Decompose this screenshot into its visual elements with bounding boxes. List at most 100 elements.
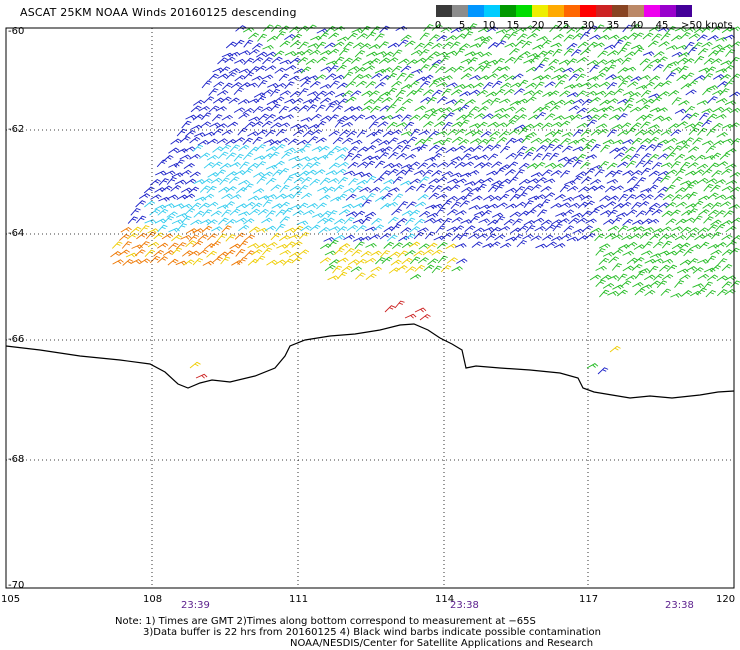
wind-barb: [604, 185, 616, 193]
wind-barb: [648, 202, 660, 209]
wind-barb: [653, 193, 665, 201]
wind-barb: [586, 363, 599, 369]
wind-barb: [596, 107, 608, 113]
wind-barb: [625, 127, 637, 135]
wind-barb: [514, 88, 525, 96]
wind-barb: [351, 153, 362, 161]
wind-barb: [325, 73, 337, 80]
wind-barb: [725, 148, 737, 154]
wind-barb: [414, 105, 426, 112]
wind-barb: [288, 106, 300, 112]
wind-barb: [238, 179, 250, 186]
wind-barb: [595, 248, 606, 256]
wind-barb: [499, 178, 511, 185]
wind-barb: [248, 48, 260, 56]
wind-barb: [423, 56, 434, 64]
wind-barb: [284, 227, 296, 233]
wind-barb: [696, 100, 709, 106]
note-line-2: 3)Data buffer is 22 hrs from 20160125 4)…: [143, 627, 601, 638]
wind-barb: [346, 224, 359, 231]
legend-swatch: [532, 5, 548, 17]
wind-barb: [256, 176, 267, 185]
wind-barb: [404, 73, 415, 82]
legend-swatch: [436, 5, 452, 17]
wind-barb: [221, 225, 232, 233]
wind-barb: [198, 105, 210, 112]
wind-barb: [206, 250, 218, 258]
time-label-3: 23:38: [665, 600, 694, 611]
wind-barb: [626, 209, 638, 216]
wind-barb: [401, 257, 413, 265]
wind-barb: [703, 183, 714, 192]
wind-barb: [327, 178, 340, 184]
wind-barb: [180, 234, 192, 240]
wind-barb: [218, 186, 230, 193]
wind-barb: [208, 88, 219, 96]
wind-barb: [730, 138, 740, 146]
wind-barb: [149, 178, 161, 186]
wind-barb: [139, 225, 150, 233]
wind-barb: [617, 113, 628, 121]
wind-barb: [552, 33, 564, 40]
wind-barb: [201, 209, 213, 217]
wind-barb: [273, 96, 285, 103]
wind-barb: [201, 225, 213, 233]
wind-barb: [220, 144, 232, 152]
wind-barb: [338, 209, 351, 216]
wind-barb: [701, 168, 713, 176]
wind-barb: [350, 56, 362, 64]
wind-barb: [336, 82, 348, 90]
wind-barb: [645, 207, 656, 216]
wind-barb: [642, 227, 655, 232]
wind-barb: [353, 171, 365, 177]
wind-barb: [348, 66, 360, 72]
wind-barb: [410, 49, 423, 56]
wind-barb: [275, 31, 286, 39]
wind-barb: [523, 90, 535, 96]
wind-barb: [194, 196, 207, 202]
wind-barb: [640, 89, 652, 98]
wind-barb: [651, 96, 663, 104]
wind-barb: [539, 138, 552, 144]
wind-barb: [199, 121, 212, 128]
wind-barb: [200, 219, 212, 225]
wind-barb: [279, 40, 291, 48]
wind-barb: [298, 249, 310, 256]
wind-barb: [247, 131, 259, 137]
wind-barb: [580, 82, 592, 88]
wind-barb: [296, 220, 309, 226]
wind-barb: [225, 152, 237, 160]
wind-barb: [631, 219, 644, 225]
wind-barb: [293, 177, 305, 184]
wind-barb: [319, 194, 331, 201]
wind-barb: [266, 35, 278, 42]
wind-barb: [110, 251, 122, 258]
wind-barb: [252, 188, 265, 194]
wind-barb: [379, 232, 391, 240]
wind-barb: [278, 73, 290, 82]
wind-barb: [337, 271, 348, 280]
wind-barb: [644, 258, 657, 264]
wind-barb: [602, 282, 615, 289]
wind-barb: [386, 104, 397, 112]
wind-barb: [390, 162, 403, 169]
wind-barb: [622, 218, 634, 226]
wind-barb: [513, 55, 524, 64]
wind-barb: [375, 51, 387, 56]
wind-barb: [400, 227, 412, 234]
wind-barb: [494, 234, 506, 241]
wind-barb: [522, 123, 535, 130]
wind-barb: [451, 233, 463, 242]
wind-barb: [345, 193, 357, 201]
wind-barb: [441, 170, 454, 177]
wind-barb: [163, 215, 174, 224]
wind-barb: [585, 138, 597, 146]
wind-barb: [480, 51, 492, 58]
wind-barb: [315, 120, 327, 129]
wind-barb: [279, 59, 292, 65]
wind-barb: [288, 234, 300, 240]
wind-barb: [157, 208, 169, 216]
wind-barb: [179, 154, 192, 160]
wind-barb: [692, 267, 704, 274]
wind-barb: [136, 232, 148, 240]
